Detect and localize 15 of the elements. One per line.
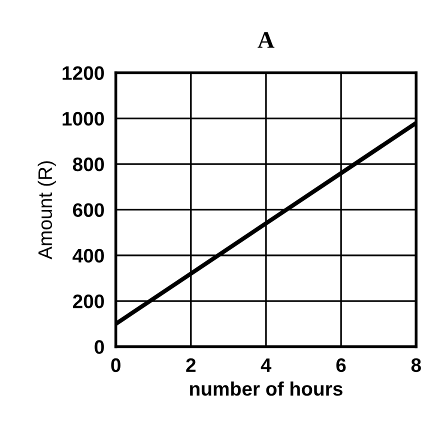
y-tick-label: 800: [72, 158, 104, 172]
y-tick-label: 1000: [62, 112, 104, 126]
x-tick-label: 6: [336, 358, 346, 372]
y-axis-title: Amount (R): [38, 161, 56, 260]
x-axis-title: number of hours: [190, 381, 342, 396]
y-tick-label: 1200: [62, 66, 104, 80]
x-tick-label: 4: [260, 358, 272, 372]
y-tick-label: 200: [72, 294, 104, 308]
x-tick-label: 8: [411, 358, 421, 372]
y-tick-label: 400: [72, 248, 104, 263]
chart-title: A: [258, 32, 274, 48]
y-tick-label: 0: [94, 340, 104, 354]
x-tick-label: 2: [186, 358, 196, 372]
y-tick-label: 600: [72, 203, 104, 217]
x-tick-label: 0: [111, 358, 120, 372]
